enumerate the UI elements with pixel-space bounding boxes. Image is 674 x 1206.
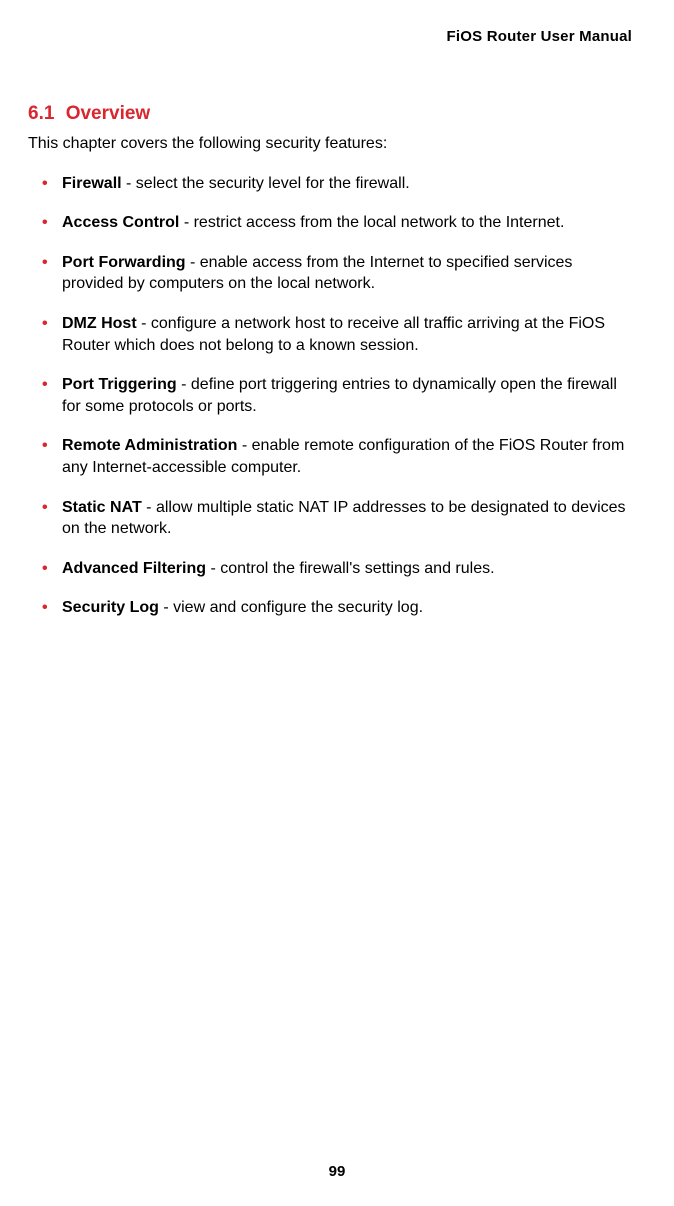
feature-term: Security Log [62, 599, 159, 616]
bullet-icon: • [42, 212, 48, 234]
feature-desc: - restrict access from the local network… [179, 214, 564, 231]
section-heading: 6.1 Overview [28, 103, 636, 125]
section-number: 6.1 [28, 103, 54, 124]
list-item: • Remote Administration - enable remote … [42, 435, 636, 478]
feature-desc: - allow multiple static NAT IP addresses… [62, 499, 626, 538]
bullet-icon: • [42, 435, 48, 457]
list-item: • DMZ Host - configure a network host to… [42, 313, 636, 356]
list-item: • Static NAT - allow multiple static NAT… [42, 497, 636, 540]
document-header: FiOS Router User Manual [28, 28, 636, 45]
feature-term: Advanced Filtering [62, 560, 206, 577]
bullet-icon: • [42, 374, 48, 396]
feature-list: • Firewall - select the security level f… [28, 173, 636, 619]
bullet-icon: • [42, 558, 48, 580]
list-item: • Firewall - select the security level f… [42, 173, 636, 195]
feature-desc: - control the firewall's settings and ru… [206, 560, 495, 577]
feature-term: Static NAT [62, 499, 142, 516]
list-item: • Advanced Filtering - control the firew… [42, 558, 636, 580]
section-title: Overview [66, 103, 151, 124]
feature-term: Access Control [62, 214, 179, 231]
bullet-icon: • [42, 313, 48, 335]
intro-paragraph: This chapter covers the following securi… [28, 133, 636, 155]
list-item: • Port Forwarding - enable access from t… [42, 252, 636, 295]
page-number: 99 [0, 1163, 674, 1180]
bullet-icon: • [42, 497, 48, 519]
bullet-icon: • [42, 173, 48, 195]
feature-term: Remote Administration [62, 437, 237, 454]
feature-desc: - configure a network host to receive al… [62, 315, 605, 354]
feature-desc: - select the security level for the fire… [122, 175, 410, 192]
feature-desc: - view and configure the security log. [159, 599, 423, 616]
header-title: FiOS Router User Manual [447, 28, 632, 45]
feature-term: DMZ Host [62, 315, 137, 332]
feature-term: Port Triggering [62, 376, 177, 393]
bullet-icon: • [42, 252, 48, 274]
list-item: • Security Log - view and configure the … [42, 597, 636, 619]
bullet-icon: • [42, 597, 48, 619]
feature-term: Port Forwarding [62, 254, 186, 271]
list-item: • Port Triggering - define port triggeri… [42, 374, 636, 417]
list-item: • Access Control - restrict access from … [42, 212, 636, 234]
feature-term: Firewall [62, 175, 122, 192]
